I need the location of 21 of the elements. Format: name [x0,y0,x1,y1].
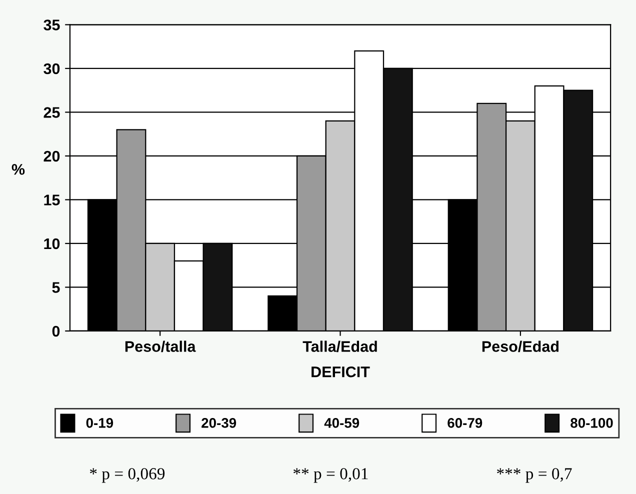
legend-label: 20-39 [202,418,236,428]
x-tick-label: Peso/Edad [482,340,559,352]
x-axis-title: DEFICIT [312,366,370,378]
text: *** p = 0,7 [497,468,572,483]
y-tick-label: 20 [44,150,60,162]
y-tick-label: 30 [44,63,60,74]
y-tick-label: 0 [52,326,60,337]
legend-label: 40-59 [324,418,360,428]
legend-label: 0-19 [86,418,114,428]
y-tick-label: 35 [44,20,60,30]
legend-label: 80-100 [570,418,613,428]
y-tick-label: 15 [44,194,60,206]
x-tick-label: Peso/talla [125,340,196,352]
x-tick-label: Talla/Edad [302,340,377,352]
legend-label: 60-79 [448,418,482,428]
y-tick-label: 10 [44,238,60,250]
y-tick-label: 25 [44,107,60,118]
y-tick-label: 5 [52,282,60,293]
text: ** p = 0,01 [294,468,368,483]
y-axis-title: % [12,164,25,175]
text: * p = 0,069 [90,468,165,483]
